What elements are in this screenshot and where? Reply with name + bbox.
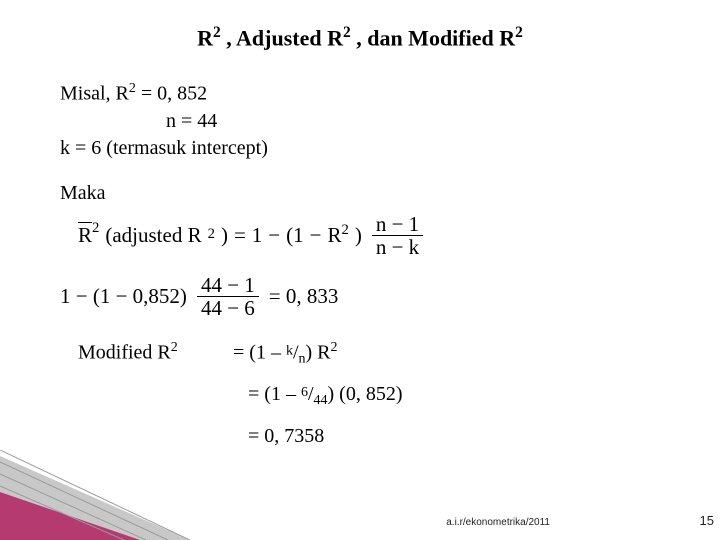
given-line1-post: = 0, 852 — [136, 83, 207, 105]
mod-label-sup: 2 — [171, 340, 178, 355]
given-line1-sup: 2 — [129, 81, 136, 96]
mod-r1-sup: 2 — [331, 340, 338, 355]
r-in-paren: R — [327, 223, 341, 247]
given-line1: Misal, R2 = 0, 852 — [60, 80, 660, 108]
page-number: 15 — [700, 513, 714, 528]
title-sup3: 2 — [515, 24, 523, 41]
adj-paren-sup: 2 — [208, 225, 215, 245]
title-sup1: 2 — [213, 24, 221, 41]
maka-label: Maka — [60, 180, 660, 207]
mod-r1-mid: ) R — [306, 342, 331, 364]
mod-r2-k: 6 — [301, 385, 308, 400]
num-post: = 0, 833 — [269, 282, 339, 310]
modified-row3: = 0, 7358 — [248, 423, 660, 450]
rbar-sup: 2 — [92, 220, 99, 236]
mod-r2-pre: = (1 – — [248, 383, 301, 405]
minus1: − — [268, 221, 280, 249]
given-line2: n = 44 — [60, 108, 660, 135]
mod-label-pre: Modified R — [78, 342, 171, 364]
close1: ) — [355, 221, 362, 249]
frac-nk-num: n − 1 — [372, 213, 423, 235]
given-line3: k = 6 (termasuk intercept) — [60, 135, 660, 162]
given-line1-pre: Misal, R — [60, 83, 129, 105]
mod-r2-n: 44 — [314, 393, 328, 408]
adj-paren-close: ) — [221, 221, 228, 249]
modified-row1: Modified R2 = (1 – k/n) R2 — [78, 339, 660, 370]
mod-r1-pre: = (1 – — [233, 342, 286, 364]
rbar: R — [78, 223, 92, 247]
modified-r2-block: Modified R2 = (1 – k/n) R2 = (1 – 6/44) … — [78, 339, 660, 450]
adj-paren-open: (adjusted R — [105, 221, 201, 249]
footer-credit: a.i.r/ekonometrika/2011 — [446, 517, 550, 528]
corner-decoration — [0, 450, 190, 540]
frac-4438: 44 − 1 44 − 6 — [197, 274, 259, 319]
slide-title: R2 , Adjusted R2 , dan Modified R2 — [0, 24, 720, 51]
frac-nk: n − 1 n − k — [372, 213, 423, 258]
one1: 1 — [252, 221, 263, 249]
adjusted-r2-formula: R2 (adjusted R2) = 1 − (1 − R2 ) n − 1 n… — [78, 213, 660, 258]
adjusted-r2-numeric: 1 − (1 − 0,852) 44 − 1 44 − 6 = 0, 833 — [60, 274, 660, 319]
modified-row2: = (1 – 6/44) (0, 852) — [248, 381, 660, 411]
frac-nk-den: n − k — [372, 235, 423, 258]
body: Misal, R2 = 0, 852 n = 44 k = 6 (termasu… — [60, 80, 660, 450]
open1: (1 — [286, 221, 304, 249]
eq1: = — [234, 221, 246, 249]
frac-4438-den: 44 − 6 — [197, 296, 259, 319]
mod-r2-post: ) (0, 852) — [328, 383, 403, 405]
num-pre: 1 − (1 − 0,852) — [60, 282, 187, 310]
frac-4438-num: 44 − 1 — [197, 274, 259, 296]
title-mid2: , dan Modified R — [351, 25, 515, 50]
title-sup2: 2 — [343, 24, 351, 41]
minus2: − — [310, 221, 322, 249]
mod-r1-n: n — [299, 352, 306, 367]
r-in-paren-sup: 2 — [341, 222, 348, 238]
title-r1: R — [197, 25, 213, 50]
title-mid1: , Adjusted R — [221, 25, 343, 50]
mod-r1-k: k — [286, 344, 293, 359]
